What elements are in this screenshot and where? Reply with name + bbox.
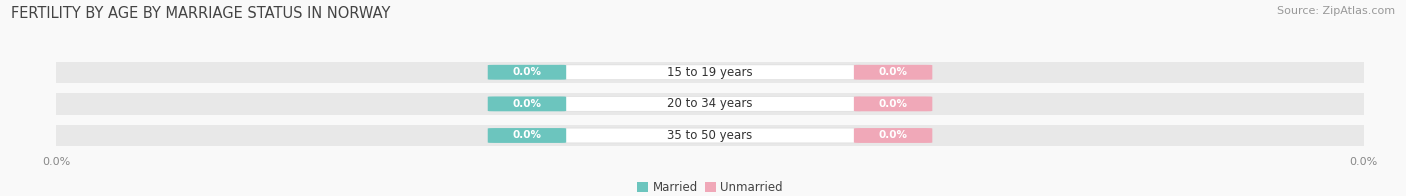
FancyBboxPatch shape [560, 96, 860, 111]
FancyBboxPatch shape [488, 96, 567, 111]
Text: 0.0%: 0.0% [879, 67, 908, 77]
FancyBboxPatch shape [560, 128, 860, 143]
Text: 0.0%: 0.0% [512, 99, 541, 109]
Text: 0.0%: 0.0% [512, 131, 541, 141]
Bar [56, 93, 1364, 115]
Bar [56, 62, 1364, 83]
Text: 0.0%: 0.0% [512, 67, 541, 77]
FancyBboxPatch shape [560, 65, 860, 80]
Text: 15 to 19 years: 15 to 19 years [668, 66, 752, 79]
FancyBboxPatch shape [853, 96, 932, 111]
Text: FERTILITY BY AGE BY MARRIAGE STATUS IN NORWAY: FERTILITY BY AGE BY MARRIAGE STATUS IN N… [11, 6, 391, 21]
FancyBboxPatch shape [488, 128, 567, 143]
Legend: Married, Unmarried: Married, Unmarried [633, 176, 787, 196]
Bar [56, 125, 1364, 146]
FancyBboxPatch shape [488, 65, 567, 80]
Text: 0.0%: 0.0% [879, 99, 908, 109]
Text: 20 to 34 years: 20 to 34 years [668, 97, 752, 110]
FancyBboxPatch shape [853, 65, 932, 80]
FancyBboxPatch shape [853, 128, 932, 143]
Text: Source: ZipAtlas.com: Source: ZipAtlas.com [1277, 6, 1395, 16]
Text: 35 to 50 years: 35 to 50 years [668, 129, 752, 142]
Text: 0.0%: 0.0% [879, 131, 908, 141]
